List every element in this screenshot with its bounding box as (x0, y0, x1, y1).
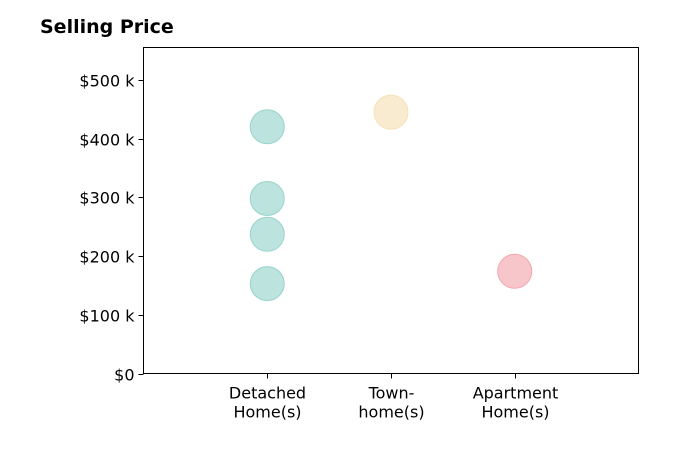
x-tick-label-line: Home(s) (233, 403, 301, 422)
y-tick-label: $100 k (79, 307, 135, 326)
x-tick-label: Apartment Home(s) (473, 384, 559, 422)
x-axis: Detached Home(s)Town-home(s)Apartment Home… (229, 373, 559, 422)
x-tick-label-line: Home(s) (481, 403, 549, 422)
data-point (497, 253, 533, 289)
chart-title: Selling Price (40, 16, 174, 38)
x-tick-label-line: Town- (368, 384, 415, 403)
x-tick-label: Detached Home(s) (229, 384, 306, 422)
x-tick-label-line: home(s) (358, 403, 424, 422)
y-tick-label: $400 k (79, 131, 135, 150)
data-points (249, 94, 533, 302)
data-point (373, 94, 409, 130)
x-tick-label-line: Detached (229, 384, 306, 403)
y-tick-label: $0 (114, 366, 134, 385)
data-point (249, 216, 285, 252)
data-point (249, 266, 285, 302)
y-tick-label: $500 k (79, 72, 135, 91)
data-point (249, 180, 285, 216)
y-tick-label: $200 k (79, 248, 135, 267)
data-point (249, 109, 285, 145)
x-tick-label-line: Apartment (473, 384, 559, 403)
x-tick-label: Town-home(s) (358, 384, 424, 422)
y-axis: $0 $100 k $200 k $300 k $400 k $500 k (79, 72, 144, 385)
y-tick-label: $300 k (79, 189, 135, 208)
